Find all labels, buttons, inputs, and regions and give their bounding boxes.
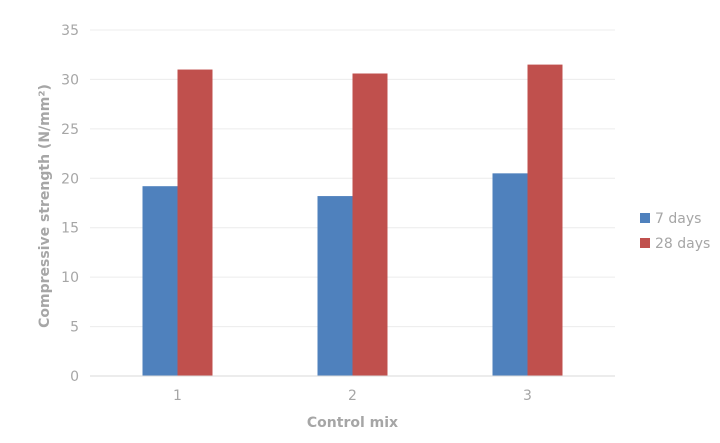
bar-7-days-2	[317, 196, 353, 376]
y-axis-ticks: 0 5 10 15 20 25 30 35	[61, 23, 79, 385]
legend: 7 days 28 days	[640, 211, 710, 252]
legend-swatch	[640, 213, 650, 223]
x-axis-ticks: 1 2 3	[173, 388, 532, 404]
bar-7-days-1	[142, 186, 178, 376]
legend-label: 7 days	[655, 211, 701, 227]
bar-28-days-3	[527, 64, 563, 376]
y-tick-label: 20	[61, 171, 79, 187]
x-tick-label: 3	[523, 388, 532, 404]
x-tick-label: 2	[348, 388, 357, 404]
bars	[142, 64, 563, 377]
y-tick-label: 35	[61, 23, 79, 39]
y-axis-title: Compressive strength (N/mm²)	[37, 84, 53, 328]
legend-label: 28 days	[655, 236, 710, 252]
bar-7-days-3	[492, 173, 528, 376]
y-tick-label: 30	[61, 72, 79, 88]
y-tick-label: 15	[61, 221, 79, 237]
x-axis-title: Control mix	[307, 415, 398, 431]
y-tick-label: 10	[61, 270, 79, 286]
y-tick-label: 0	[70, 369, 79, 385]
x-tick-label: 1	[173, 388, 182, 404]
legend-swatch	[640, 238, 650, 248]
y-tick-label: 5	[70, 320, 79, 336]
bar-28-days-1	[177, 69, 213, 377]
bar-28-days-2	[352, 73, 388, 377]
y-tick-label: 25	[61, 122, 79, 138]
